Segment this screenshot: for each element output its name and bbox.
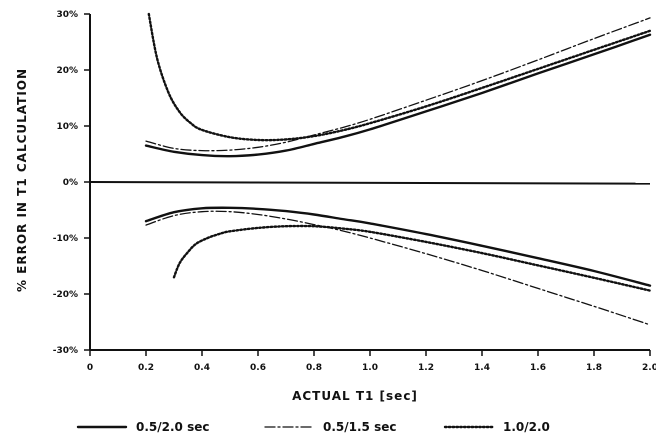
legend-label-3: 1.0/2.0 (503, 420, 550, 434)
x-axis-title: ACTUAL T1 [sec] (292, 389, 418, 403)
x-tick-label: 0.2 (138, 363, 154, 373)
legend-label-2: 0.5/1.5 sec (323, 420, 396, 434)
x-tick-label: 0 (87, 363, 93, 373)
legend-label-1: 0.5/2.0 sec (136, 420, 209, 434)
series-1-lower-line (144, 206, 652, 287)
x-tick-label: 1.4 (474, 363, 490, 373)
x-tick-label: 1.8 (586, 363, 602, 373)
y-axis-title: % ERROR IN T1 CALCULATION (15, 68, 29, 292)
x-tick-label: 0.8 (306, 363, 322, 373)
series-layer (89, 12, 652, 326)
x-tick-label: 0.6 (250, 363, 266, 373)
y-tick-label: -20% (53, 290, 78, 300)
series-3-lower-line (172, 224, 652, 292)
y-tick-label: -30% (53, 346, 78, 356)
x-tick-label: 2.0 (642, 363, 656, 373)
y-tick-label: 30% (56, 10, 78, 20)
y-tick-label: 0% (63, 178, 78, 188)
x-tick-label: 1.2 (418, 363, 434, 373)
y-tick-label: 10% (56, 122, 78, 132)
series-3-upper-line (147, 12, 652, 142)
x-tick-label: 0.4 (194, 363, 210, 373)
x-tick-label: 1.6 (530, 363, 546, 373)
zero-reference-line (89, 181, 651, 185)
legend: 0.5/2.0 sec 0.5/1.5 sec 1.0/2.0 (76, 420, 550, 434)
y-tick-label: 20% (56, 66, 78, 76)
y-tick-label: -10% (53, 234, 78, 244)
series-2-upper-line (145, 17, 651, 152)
ticks: 0 0.2 0.4 0.6 0.8 1.0 1.2 1.4 1.6 1.8 2.0 30% 20% 10%… (53, 10, 656, 373)
series-1-upper-line (144, 33, 652, 158)
x-tick-label: 1.0 (362, 363, 378, 373)
